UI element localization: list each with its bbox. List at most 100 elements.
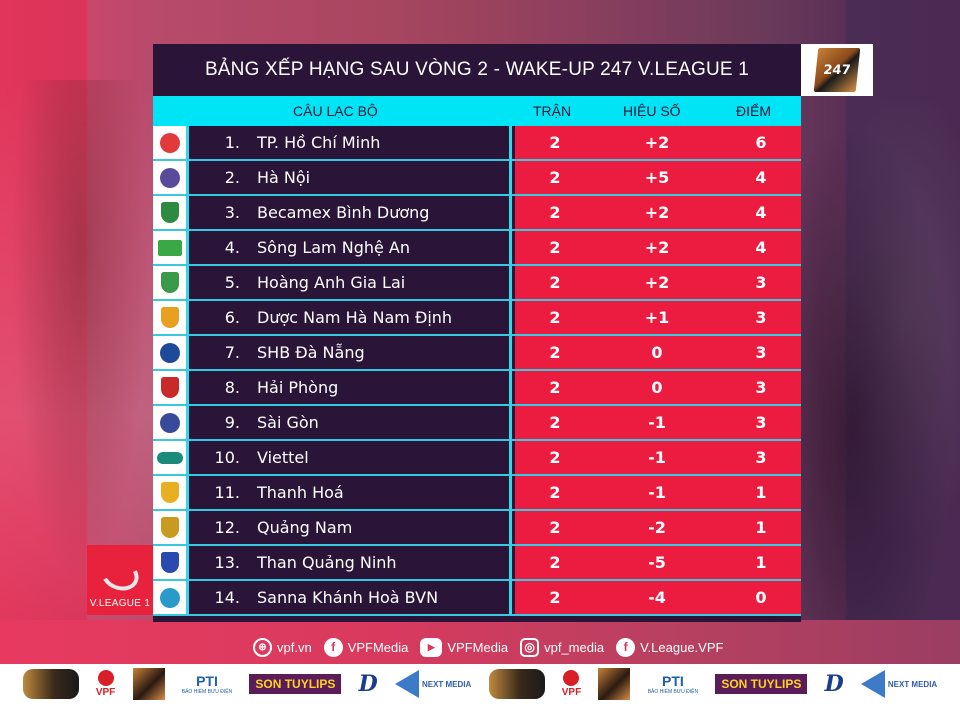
facebook-icon: f bbox=[323, 637, 343, 657]
club-name: Thanh Hoá bbox=[257, 483, 344, 502]
club-name: Hoàng Anh Gia Lai bbox=[257, 273, 406, 292]
points: 4 bbox=[755, 168, 767, 187]
club-name: SHB Đà Nẵng bbox=[257, 343, 365, 362]
club-name: Hà Nội bbox=[257, 168, 311, 187]
club-crest-cell bbox=[153, 371, 189, 404]
points: 3 bbox=[755, 273, 767, 292]
points: 1 bbox=[755, 553, 767, 572]
sponsor-dong-luc-2: D bbox=[824, 671, 844, 697]
club-crest-cell bbox=[153, 406, 189, 439]
sponsor-next-media: NEXT MEDIA bbox=[394, 668, 472, 700]
table-row: 5. Hoàng Anh Gia Lai 2 +2 3 bbox=[153, 266, 801, 301]
pti-sub-label: BẢO HIỂM BƯU ĐIỆN bbox=[181, 689, 233, 695]
table-row: 10. Viettel 2 -1 3 bbox=[153, 441, 801, 476]
stats-cell: 2 -1 3 bbox=[515, 441, 801, 474]
points: 6 bbox=[755, 133, 767, 152]
sponsor-vpf: VPF bbox=[96, 668, 115, 700]
sponsor-wakeup bbox=[132, 668, 165, 700]
club-name-cell: 9. Sài Gòn bbox=[192, 406, 512, 439]
vleague-badge: V.LEAGUE 1 bbox=[87, 545, 153, 615]
club-crest-icon bbox=[157, 239, 182, 256]
goal-difference: +2 bbox=[644, 238, 670, 257]
club-name-cell: 14. Sanna Khánh Hoà BVN bbox=[192, 581, 512, 614]
social-facebook-vleague[interactable]: f V.League.VPF bbox=[616, 637, 723, 657]
club-crest-cell bbox=[153, 581, 189, 614]
wake-up-247-icon: 247 bbox=[813, 48, 861, 92]
club-crest-icon bbox=[159, 342, 180, 363]
club-crest-cell bbox=[153, 266, 189, 299]
played: 2 bbox=[549, 203, 561, 222]
globe-icon: ⊕ bbox=[253, 637, 272, 657]
pti-label: PTI bbox=[196, 673, 218, 689]
club-crest-cell bbox=[153, 511, 189, 544]
club-crest-icon bbox=[160, 517, 179, 538]
goal-difference: -1 bbox=[648, 413, 666, 432]
social-label: VPFMedia bbox=[447, 639, 509, 655]
social-instagram[interactable]: ◎ vpf_media bbox=[520, 637, 605, 657]
table-row: 1. TP. Hồ Chí Minh 2 +2 6 bbox=[153, 126, 801, 161]
position: 10. bbox=[214, 448, 240, 467]
position: 7. bbox=[224, 343, 240, 362]
club-name-cell: 6. Dược Nam Hà Nam Định bbox=[192, 301, 512, 334]
column-header-played: TRẬN bbox=[533, 103, 572, 119]
club-crest-cell bbox=[153, 196, 189, 229]
club-crest-cell bbox=[153, 546, 189, 579]
position: 1. bbox=[224, 133, 240, 152]
vpf-label: VPF bbox=[95, 687, 116, 698]
club-name-cell: 5. Hoàng Anh Gia Lai bbox=[192, 266, 512, 299]
position: 6. bbox=[224, 308, 240, 327]
pti-label: PTI bbox=[661, 673, 684, 689]
stats-cell: 2 +1 3 bbox=[515, 301, 801, 334]
goal-difference: +2 bbox=[644, 133, 670, 152]
played: 2 bbox=[549, 483, 561, 502]
column-header-club: CÂU LẠC BỘ bbox=[293, 103, 378, 119]
goal-difference: -2 bbox=[648, 518, 666, 537]
played: 2 bbox=[549, 378, 561, 397]
goal-difference: -4 bbox=[648, 588, 666, 607]
position: 2. bbox=[224, 168, 240, 187]
club-name: Quảng Nam bbox=[257, 518, 353, 537]
club-crest-cell bbox=[153, 301, 189, 334]
club-name: Sanna Khánh Hoà BVN bbox=[257, 588, 439, 607]
next-media-label: NEXT MEDIA bbox=[421, 679, 472, 689]
social-youtube[interactable]: ▶ VPFMedia bbox=[420, 637, 509, 657]
sponsor-wakeup-vleague-2 bbox=[488, 668, 545, 700]
club-name-cell: 13. Than Quảng Ninh bbox=[192, 546, 512, 579]
table-row: 4. Sông Lam Nghệ An 2 +2 4 bbox=[153, 231, 801, 266]
social-links: ⊕ vpf.vn f VPFMedia ▶ VPFMedia ◎ vpf_med… bbox=[253, 636, 723, 658]
club-name-cell: 3. Becamex Bình Dương bbox=[192, 196, 512, 229]
club-crest-cell bbox=[153, 441, 189, 474]
stats-cell: 2 +2 6 bbox=[515, 126, 801, 159]
club-name: Hải Phòng bbox=[257, 378, 339, 397]
goal-difference: +2 bbox=[644, 273, 670, 292]
next-media-triangle-icon bbox=[860, 670, 885, 698]
club-name-cell: 1. TP. Hồ Chí Minh bbox=[192, 126, 512, 159]
social-website[interactable]: ⊕ vpf.vn bbox=[253, 637, 312, 657]
position: 13. bbox=[214, 553, 240, 572]
club-name: Sông Lam Nghệ An bbox=[257, 238, 410, 257]
sponsor-son-tuylips: SON TUYLIPS bbox=[249, 674, 342, 694]
background-player-figure bbox=[780, 100, 960, 640]
goal-difference: 0 bbox=[651, 343, 663, 362]
wake-up-247-logo: 247 bbox=[801, 44, 873, 96]
played: 2 bbox=[549, 553, 561, 572]
table-row: 6. Dược Nam Hà Nam Định 2 +1 3 bbox=[153, 301, 801, 336]
table-row: 11. Thanh Hoá 2 -1 1 bbox=[153, 476, 801, 511]
standings-panel: BẢNG XẾP HẠNG SAU VÒNG 2 - WAKE-UP 247 V… bbox=[153, 44, 801, 622]
table-row: 3. Becamex Bình Dương 2 +2 4 bbox=[153, 196, 801, 231]
club-name: Viettel bbox=[257, 448, 309, 467]
social-label: vpf_media bbox=[544, 639, 605, 655]
stats-cell: 2 -1 3 bbox=[515, 406, 801, 439]
wake-up-247-logo-icon bbox=[132, 668, 165, 700]
vleague-swoosh-icon bbox=[97, 554, 143, 596]
social-facebook-vpfmedia[interactable]: f VPFMedia bbox=[323, 637, 408, 657]
position: 9. bbox=[224, 413, 240, 432]
points: 1 bbox=[755, 518, 767, 537]
position: 5. bbox=[224, 273, 240, 292]
goal-difference: +1 bbox=[644, 308, 670, 327]
stats-cell: 2 +2 4 bbox=[515, 196, 801, 229]
vpf-ball-icon bbox=[563, 670, 580, 686]
sponsor-pti-2: PTI BẢO HIỂM BƯU ĐIỆN bbox=[648, 668, 698, 700]
table-row: 12. Quảng Nam 2 -2 1 bbox=[153, 511, 801, 546]
club-crest-cell bbox=[153, 231, 189, 264]
